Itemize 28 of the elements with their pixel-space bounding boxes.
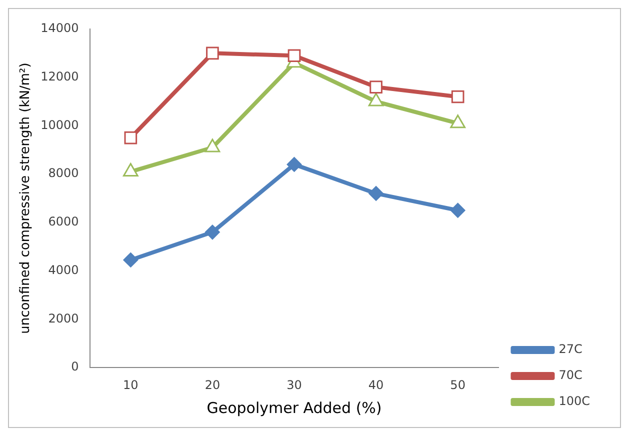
y-tick-label: 14000: [40, 21, 79, 36]
point: [450, 202, 466, 218]
x-tick-label: 10: [123, 378, 138, 392]
point: [123, 252, 138, 268]
legend-label: 100C: [558, 394, 590, 408]
x-tick-label: 50: [450, 378, 466, 392]
x-tick-label: 30: [286, 378, 302, 392]
y-tick-label: 4000: [48, 262, 79, 277]
y-tick-label: 8000: [48, 166, 79, 180]
x-tick-label: 20: [204, 378, 220, 392]
point: [451, 90, 464, 104]
legend-label: 27C: [558, 342, 582, 356]
y-tick-label: 10000: [40, 118, 79, 132]
y-tick-label: 0: [71, 360, 79, 374]
y-tick-label: 2000: [48, 311, 79, 326]
y-tick-label: 12000: [40, 69, 79, 84]
point: [124, 131, 138, 144]
x-axis-title: Geopolymer Added (%): [206, 398, 382, 417]
point: [286, 156, 302, 172]
y-tick-label: 6000: [48, 214, 79, 229]
point: [368, 186, 384, 201]
point: [206, 46, 219, 60]
point: [288, 49, 301, 62]
point: [204, 224, 220, 240]
legend-label: 70C: [558, 368, 582, 382]
point: [370, 80, 382, 94]
x-tick-label: 40: [368, 378, 384, 392]
y-axis-title: unconfined compressive strength (kN/m²): [18, 62, 34, 334]
